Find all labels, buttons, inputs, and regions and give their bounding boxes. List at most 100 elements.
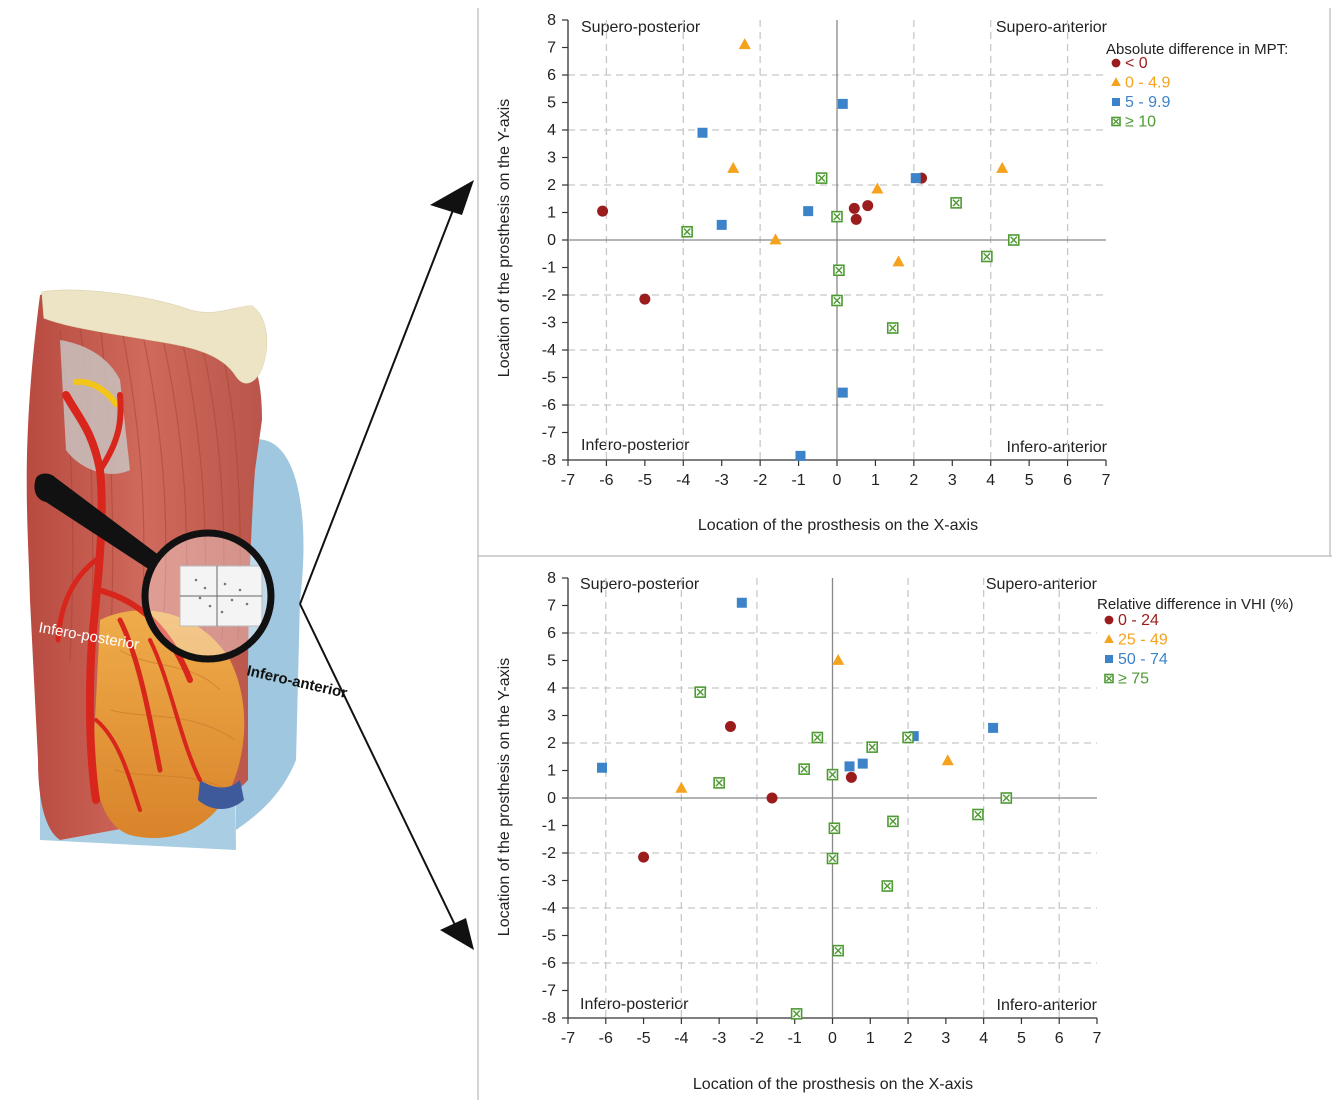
x-tick-labels: -7 -6 -5 -4 -3 -2 -1 0 1 2 3 4 5 6 7 bbox=[561, 1018, 1102, 1047]
boxcross-point bbox=[694, 686, 707, 698]
square-point bbox=[803, 206, 814, 217]
quadrant-label-top-left: Supero-posterior bbox=[580, 576, 700, 593]
x-tick-label: 5 bbox=[1017, 1030, 1026, 1047]
square-point bbox=[844, 761, 855, 772]
y-tick-label: -7 bbox=[542, 983, 556, 1000]
y-tick-label: 7 bbox=[547, 598, 556, 615]
square-point bbox=[716, 219, 727, 230]
legend-entries: 0 - 24 25 - 49 50 - 74 ≥ 75 bbox=[1104, 612, 1168, 688]
square-point bbox=[597, 762, 608, 773]
x-tick-label: -7 bbox=[561, 1030, 575, 1047]
x-tick-label: 3 bbox=[948, 472, 957, 489]
triangle-point bbox=[871, 182, 884, 194]
x-tick-label: 7 bbox=[1102, 472, 1111, 489]
x-tick-label: -6 bbox=[599, 472, 613, 489]
boxcross-point bbox=[811, 731, 824, 744]
triangle-point bbox=[832, 653, 845, 665]
circle-point bbox=[862, 200, 874, 212]
circle-point bbox=[845, 771, 857, 783]
square-point bbox=[857, 758, 868, 769]
x-tick-labels: -7 -6 -5 -4 -3 -2 -1 0 1 2 3 4 5 6 7 bbox=[561, 460, 1111, 489]
y-tick-label: -8 bbox=[542, 1010, 556, 1027]
boxcross-point bbox=[833, 264, 845, 277]
boxcross-point bbox=[881, 880, 894, 892]
circle-point bbox=[848, 202, 860, 214]
y-tick-label: 8 bbox=[547, 570, 556, 587]
legend-entry-label: 0 - 24 bbox=[1118, 612, 1159, 629]
quadrant-label-top-right: Supero-anterior bbox=[996, 19, 1108, 36]
boxcross-point bbox=[713, 777, 725, 789]
square-point bbox=[988, 722, 999, 733]
y-tick-label: -7 bbox=[542, 425, 556, 442]
legend-title: Absolute difference in MPT: bbox=[1106, 41, 1288, 58]
boxcross-point bbox=[887, 815, 899, 828]
quadrant-label-top-right: Supero-anterior bbox=[986, 576, 1098, 593]
legend: Absolute difference in MPT: < 0 0 - 4.9 5 … bbox=[1106, 41, 1288, 131]
x-tick-label: 5 bbox=[1025, 472, 1034, 489]
y-tick-label: -2 bbox=[542, 845, 556, 862]
circle-point bbox=[724, 721, 736, 732]
y-tick-label: 6 bbox=[547, 67, 556, 84]
triangle-point bbox=[738, 38, 751, 50]
nerve bbox=[73, 378, 119, 407]
y-tick-label: -3 bbox=[542, 873, 556, 890]
circle-point bbox=[597, 205, 609, 217]
y-tick-label: -2 bbox=[542, 287, 556, 304]
legend-boxcross-icon bbox=[1104, 673, 1114, 684]
circle-point bbox=[639, 293, 651, 305]
blue-cartilage bbox=[236, 439, 304, 830]
y-tick-label: 4 bbox=[547, 680, 556, 697]
x-tick-label: -4 bbox=[674, 1030, 688, 1047]
x-tick-label: -5 bbox=[638, 472, 652, 489]
legend-entry-label: 50 - 74 bbox=[1118, 651, 1168, 668]
y-tick-label: 3 bbox=[547, 708, 556, 725]
larynx-illustration: Infero-posterior Infero-anterior bbox=[26, 180, 474, 950]
triangle-point bbox=[727, 161, 740, 173]
quadrant-label-top-left: Supero-posterior bbox=[581, 19, 701, 36]
y-tick-label: -3 bbox=[542, 315, 556, 332]
x-tick-label: 7 bbox=[1093, 1030, 1102, 1047]
legend-entry-label: 0 - 4.9 bbox=[1125, 75, 1170, 92]
x-tick-label: -1 bbox=[791, 472, 805, 489]
chart-mpt: Supero-posterior Supero-anterior Infero-… bbox=[496, 12, 1288, 534]
boxcross-point bbox=[866, 741, 878, 753]
arteries bbox=[55, 391, 202, 812]
x-tick-label: 0 bbox=[833, 472, 842, 489]
triangle-point bbox=[892, 255, 905, 267]
x-tick-label: 4 bbox=[979, 1030, 988, 1047]
x-tick-label: 0 bbox=[828, 1030, 837, 1047]
legend-triangle-icon bbox=[1111, 77, 1121, 87]
y-tick-label: -1 bbox=[542, 818, 556, 835]
x-tick-label: -3 bbox=[715, 472, 729, 489]
legend-circle-icon bbox=[1104, 615, 1114, 625]
legend-boxcross-icon bbox=[1111, 116, 1121, 127]
x-tick-label: -5 bbox=[636, 1030, 650, 1047]
x-tick-label: 4 bbox=[986, 472, 995, 489]
panel-frames bbox=[477, 8, 1332, 1100]
x-axis-label: Location of the prosthesis on the X-axis bbox=[693, 1076, 973, 1093]
x-axis-label: Location of the prosthesis on the X-axis bbox=[698, 517, 978, 534]
boxcross-point bbox=[831, 294, 843, 307]
y-tick-label: 3 bbox=[547, 150, 556, 167]
magnifier-lens-ring bbox=[141, 529, 275, 663]
x-tick-label: -3 bbox=[712, 1030, 726, 1047]
x-tick-label: 2 bbox=[909, 472, 918, 489]
y-tick-label: -5 bbox=[542, 370, 556, 387]
arrowhead-down-icon bbox=[440, 918, 474, 950]
legend-entry-label: ≥ 75 bbox=[1118, 671, 1149, 688]
x-tick-label: 6 bbox=[1055, 1030, 1064, 1047]
boxcross-point bbox=[902, 731, 914, 744]
vein bbox=[198, 780, 244, 809]
boxcross-point bbox=[798, 763, 810, 775]
x-tick-label: 1 bbox=[871, 472, 880, 489]
boxcross-point bbox=[790, 1008, 803, 1020]
y-tick-label: -4 bbox=[542, 900, 556, 917]
quadrant-label-bottom-left: Infero-posterior bbox=[580, 996, 689, 1013]
y-tick-label: -6 bbox=[542, 955, 556, 972]
y-tick-label: -6 bbox=[542, 397, 556, 414]
boxcross-point bbox=[950, 197, 962, 209]
y-tick-label: 8 bbox=[547, 12, 556, 29]
x-tick-label: 2 bbox=[904, 1030, 913, 1047]
chart-vhi: Supero-posterior Supero-anterior Infero-… bbox=[496, 570, 1293, 1093]
square-point bbox=[837, 387, 848, 398]
